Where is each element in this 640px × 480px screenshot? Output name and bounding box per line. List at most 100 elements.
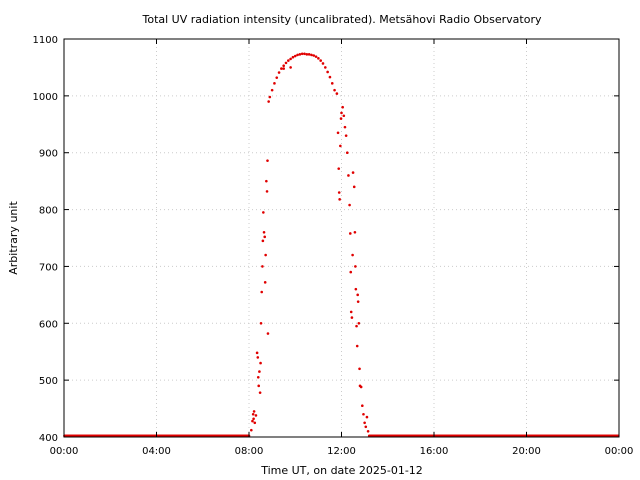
data-point (300, 52, 304, 56)
data-point (343, 125, 347, 129)
data-point (321, 62, 325, 65)
data-point (355, 344, 359, 348)
data-point (265, 190, 269, 193)
y-tick-label: 1000 (33, 92, 58, 103)
data-point (317, 57, 320, 60)
data-point (256, 356, 260, 359)
data-point (256, 376, 260, 379)
x-tick-label: 20:00 (512, 446, 541, 457)
data-point (303, 52, 306, 56)
data-point (350, 316, 354, 319)
y-tick-label: 500 (39, 376, 58, 387)
data-point (307, 53, 311, 56)
data-point (326, 70, 329, 74)
data-point (351, 253, 354, 257)
data-point (266, 159, 269, 162)
data-point (338, 198, 341, 201)
data-point (363, 421, 366, 425)
chart-title: Total UV radiation intensity (uncalibrat… (142, 13, 542, 26)
axis-ticks: 00:00 04:00 08:00 12:00 16:00 20:00 00:00 400 50… (33, 35, 634, 457)
data-point (362, 412, 365, 416)
data-point (255, 351, 259, 355)
data-point (298, 53, 302, 56)
data-point (266, 332, 270, 335)
data-point (340, 111, 343, 115)
data-point (262, 211, 265, 214)
data-point (287, 59, 290, 62)
y-tick-label: 800 (39, 206, 58, 217)
data-point (253, 421, 257, 425)
x-tick-label: 04:00 (142, 446, 171, 457)
x-tick-label: 16:00 (420, 446, 449, 457)
y-tick-label: 400 (39, 433, 58, 444)
data-point (354, 287, 358, 291)
data-point (354, 265, 357, 268)
data-point (357, 321, 361, 325)
data-point (364, 425, 368, 429)
data-point (353, 231, 357, 234)
data-point (289, 57, 292, 61)
data-point (280, 67, 283, 70)
data-point (348, 232, 352, 235)
data-point (261, 239, 265, 243)
x-tick-label: 12:00 (327, 446, 356, 457)
data-point (284, 61, 288, 65)
x-tick-label: 00:00 (50, 446, 79, 457)
y-tick-label: 700 (39, 262, 58, 273)
data-point (252, 417, 255, 421)
data-point (289, 66, 292, 69)
data-point (262, 231, 266, 234)
data-point (355, 324, 358, 328)
data-point (252, 410, 256, 413)
data-point (310, 53, 313, 57)
data-point (361, 404, 364, 408)
data-point (258, 370, 261, 373)
data-point (268, 95, 272, 99)
data-point (258, 391, 262, 394)
grid-lines (64, 39, 619, 437)
data-point (305, 53, 309, 56)
data-point (344, 134, 348, 137)
data-point (366, 430, 370, 433)
data-point (336, 131, 340, 135)
y-tick-label: 600 (39, 319, 58, 330)
data-point (349, 310, 353, 314)
data-point (254, 414, 258, 417)
data-point (251, 412, 255, 416)
data-point (342, 114, 346, 118)
data-point (328, 75, 332, 79)
x-tick-label: 08:00 (235, 446, 264, 457)
data-point (314, 55, 318, 58)
data-point (282, 67, 285, 70)
data-point (352, 185, 356, 189)
data-point (319, 59, 322, 62)
data-point (264, 253, 267, 257)
x-axis-label: Time UT, on date 2025-01-12 (260, 464, 423, 477)
data-point (349, 270, 353, 274)
data-point (351, 171, 355, 174)
data-point (270, 88, 274, 92)
data-point (263, 235, 267, 239)
data-point (324, 66, 327, 69)
data-point (358, 367, 361, 371)
y-axis-label: Arbitrary unit (7, 201, 20, 275)
y-tick-label: 900 (39, 149, 58, 160)
data-point (251, 419, 254, 423)
data-point (330, 82, 334, 85)
data-point (259, 321, 263, 325)
data-point (250, 428, 253, 432)
data-point (293, 54, 297, 58)
data-point (265, 179, 268, 183)
data-point (359, 385, 363, 389)
data-point (282, 64, 285, 68)
x-tick-label: 00:00 (605, 446, 634, 457)
data-point (296, 53, 299, 57)
data-point (312, 54, 316, 57)
data-point (337, 191, 341, 194)
y-tick-label: 1100 (33, 35, 58, 46)
data-point (339, 144, 342, 148)
data-point (345, 151, 349, 155)
data-point (277, 71, 281, 74)
data-point (333, 88, 336, 92)
data-point (339, 117, 343, 120)
